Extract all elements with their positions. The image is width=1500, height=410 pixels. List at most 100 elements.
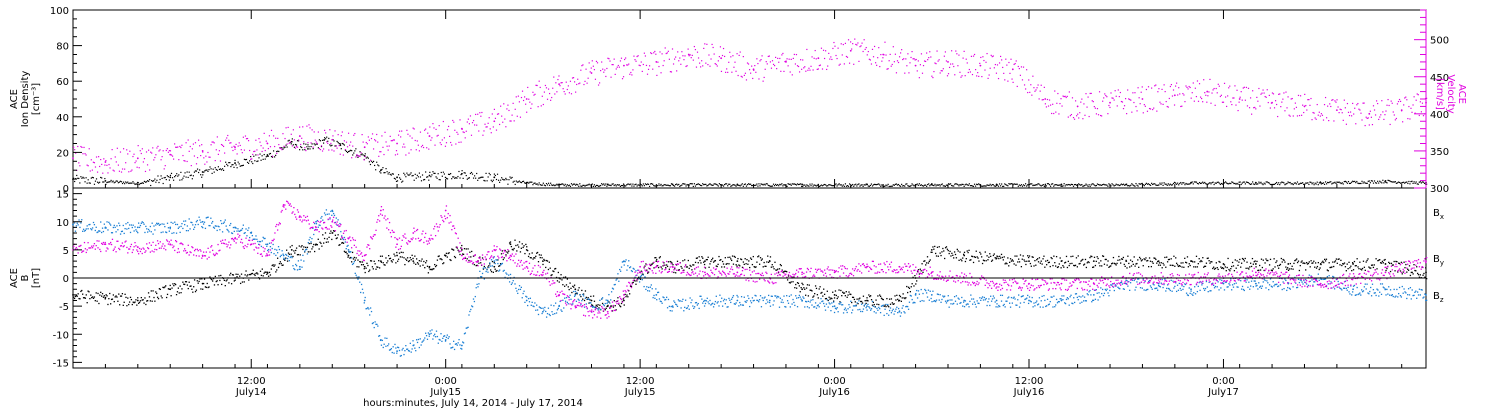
data-point	[687, 305, 689, 307]
data-point	[1203, 266, 1205, 268]
data-point	[784, 270, 786, 272]
data-point	[1294, 102, 1296, 104]
data-point	[1151, 87, 1153, 89]
data-point	[1009, 183, 1011, 185]
data-point	[93, 162, 96, 164]
data-point	[816, 68, 818, 71]
data-point	[530, 304, 532, 306]
data-point	[916, 183, 918, 185]
data-point	[619, 60, 622, 62]
data-point	[462, 253, 465, 256]
data-point	[186, 284, 189, 286]
data-point	[461, 170, 463, 172]
data-point	[287, 252, 290, 254]
data-point	[587, 296, 589, 299]
data-point	[169, 150, 172, 152]
data-point	[757, 299, 759, 302]
data-point	[424, 178, 426, 181]
data-point	[1157, 184, 1159, 186]
data-point	[1040, 185, 1042, 187]
data-point	[1391, 181, 1393, 183]
data-point	[649, 286, 652, 288]
data-point	[493, 262, 495, 264]
data-point	[829, 58, 831, 60]
data-point	[900, 52, 902, 54]
data-point	[1341, 182, 1343, 184]
data-point	[503, 179, 505, 181]
data-point	[963, 251, 966, 254]
data-point	[161, 156, 163, 158]
data-point	[297, 140, 300, 142]
data-point	[808, 67, 810, 69]
data-point	[684, 299, 687, 301]
data-point	[399, 355, 402, 357]
data-point	[1191, 181, 1193, 183]
data-point	[428, 135, 431, 137]
data-point	[290, 133, 292, 135]
data-point	[777, 268, 779, 270]
data-point	[749, 305, 751, 308]
data-point	[1147, 266, 1150, 268]
data-point	[730, 259, 733, 262]
data-point	[487, 266, 489, 268]
data-point	[652, 68, 654, 70]
data-point	[841, 295, 843, 297]
data-point	[905, 58, 907, 60]
data-point	[267, 147, 269, 150]
data-point	[508, 281, 511, 283]
data-point	[1318, 111, 1320, 113]
data-point	[1016, 85, 1018, 88]
data-point	[898, 185, 901, 187]
data-point	[660, 300, 662, 303]
data-point	[235, 227, 237, 229]
data-point	[1077, 255, 1079, 257]
data-point	[726, 183, 728, 185]
data-point	[130, 182, 132, 184]
data-point	[822, 295, 824, 297]
data-point	[366, 143, 368, 145]
data-point	[1278, 264, 1281, 267]
data-point	[1072, 255, 1074, 257]
data-point	[475, 113, 477, 116]
data-point	[675, 303, 677, 305]
data-point	[1094, 107, 1096, 109]
data-point	[1392, 181, 1394, 183]
data-point	[1136, 110, 1138, 112]
data-point	[293, 250, 295, 252]
data-point	[483, 265, 485, 268]
data-point	[784, 60, 786, 63]
data-point	[1160, 183, 1162, 186]
data-point	[120, 295, 123, 297]
data-point	[351, 263, 354, 266]
data-point	[1202, 101, 1204, 103]
data-point	[887, 183, 889, 185]
data-point	[832, 47, 834, 50]
data-point	[939, 185, 941, 187]
data-point	[1337, 181, 1339, 184]
data-point	[1232, 97, 1234, 99]
data-point	[879, 65, 881, 68]
data-point	[586, 184, 588, 186]
data-point	[179, 145, 181, 148]
data-point	[157, 145, 159, 147]
data-point	[653, 185, 655, 187]
data-point	[893, 184, 895, 186]
data-point	[502, 121, 504, 123]
data-point	[1139, 103, 1141, 105]
data-point	[981, 75, 983, 78]
data-point	[832, 291, 834, 293]
data-point	[74, 149, 76, 151]
data-point	[687, 259, 689, 262]
data-point	[428, 179, 430, 181]
data-point	[1207, 95, 1209, 97]
data-point	[603, 71, 605, 73]
data-point	[736, 294, 738, 297]
data-point	[483, 278, 485, 280]
data-point	[833, 297, 836, 299]
data-point	[1415, 99, 1417, 101]
data-point	[1065, 184, 1067, 186]
data-point	[746, 62, 749, 64]
data-point	[299, 149, 301, 151]
data-point	[1372, 182, 1375, 184]
data-point	[1192, 183, 1194, 185]
